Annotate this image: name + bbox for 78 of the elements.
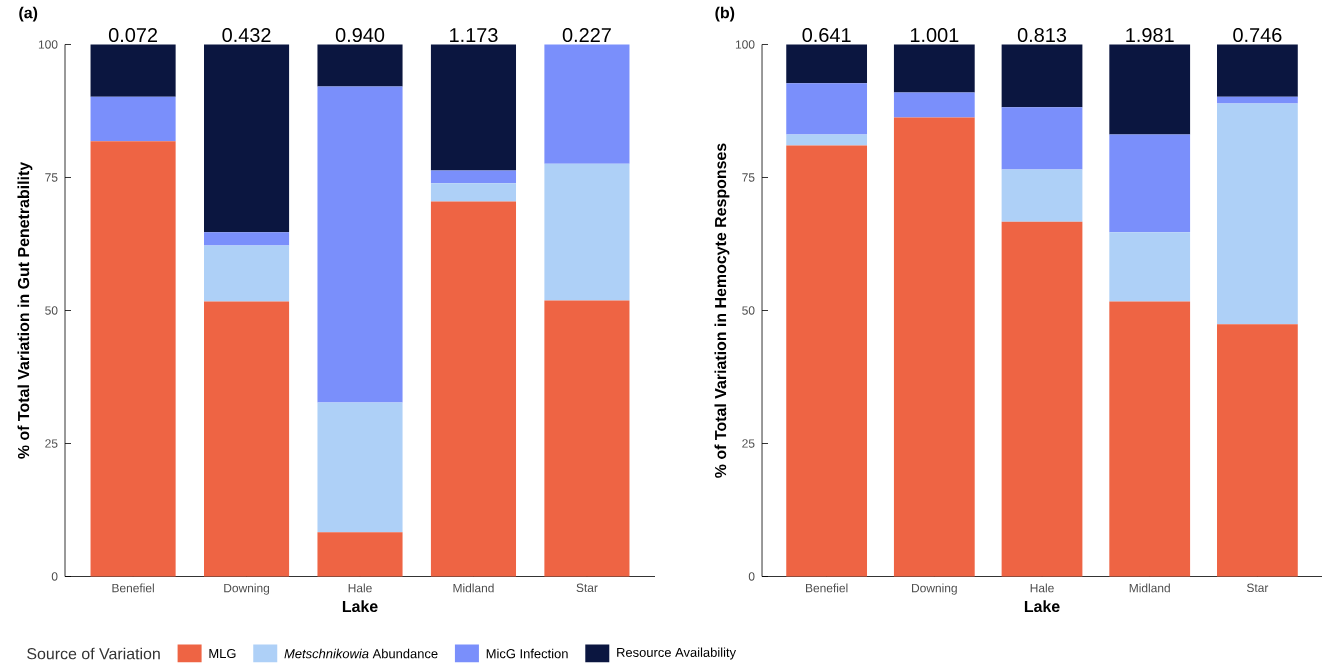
x-tick-label: Midland: [453, 583, 494, 593]
annotation: 1.001: [910, 28, 959, 43]
x-axis-title: Lake: [342, 600, 378, 613]
bar: [1001, 221, 1083, 577]
bar: [204, 232, 290, 246]
bar: [893, 92, 975, 118]
bar: [1001, 44, 1083, 108]
bar: [544, 163, 630, 301]
y-tick-label: 25: [742, 439, 755, 448]
legend-label: MLG: [209, 649, 236, 659]
bar: [204, 245, 290, 302]
bar: [317, 402, 403, 533]
bar: [430, 201, 517, 577]
bar: [786, 83, 868, 135]
bar: [90, 141, 176, 577]
y-axis-title: % of Total Variation in Gut Penetrability: [17, 162, 33, 459]
bar: [430, 44, 517, 171]
bar: [1217, 103, 1298, 325]
bar: [1109, 301, 1191, 577]
bar: [430, 170, 517, 184]
bar: [1217, 96, 1298, 104]
y-tick-label: 75: [45, 173, 58, 182]
bar: [544, 300, 630, 577]
bar: [430, 183, 517, 202]
x-tick-label: Hale: [348, 583, 372, 593]
bar: [317, 44, 403, 87]
y-tick-label: 100: [38, 40, 58, 49]
legend-label: Resource Availability: [617, 647, 737, 660]
legend-label: MicG Infection: [486, 649, 568, 659]
legend-label: Metschnikowia Abundance: [284, 649, 438, 659]
x-tick-label: Star: [576, 583, 598, 593]
chart-title: (a): [19, 6, 38, 22]
bar: [317, 532, 403, 577]
x-tick-label: Benefiel: [112, 583, 154, 593]
y-axis-title: % of Total Variation in Hemocyte Responses: [714, 143, 730, 479]
x-tick-label: Midland: [1129, 583, 1170, 593]
y-tick-label: 0: [748, 572, 755, 581]
annotation: 0.641: [802, 28, 851, 43]
x-tick-label: Benefiel: [806, 583, 848, 593]
bar: [786, 145, 868, 577]
y-tick-label: 50: [45, 306, 58, 315]
legend-title: Source of Variation: [27, 647, 160, 660]
x-axis-title: Lake: [1024, 600, 1060, 613]
bar: [1217, 44, 1298, 97]
annotation: 0.227: [562, 28, 611, 43]
y-tick-label: 100: [735, 40, 755, 49]
bar: [786, 134, 868, 146]
x-tick-label: Hale: [1030, 583, 1054, 593]
chart-title: (b): [715, 6, 735, 22]
y-tick-label: 25: [45, 439, 58, 448]
y-tick-label: 75: [742, 173, 755, 182]
annotation: 1.173: [450, 28, 498, 43]
bar: [1109, 134, 1191, 233]
bar: [1217, 324, 1298, 577]
bar: [1109, 232, 1191, 302]
bar: [204, 301, 290, 577]
annotation: 0.432: [222, 28, 271, 43]
annotation: 0.746: [1233, 28, 1282, 43]
x-tick-label: Downing: [224, 583, 270, 595]
bar: [893, 117, 975, 577]
bar: [786, 44, 868, 84]
y-tick-label: 50: [742, 306, 755, 315]
bar: [90, 96, 176, 142]
annotation: 0.072: [108, 28, 158, 43]
bar: [204, 44, 290, 233]
bar: [544, 44, 630, 164]
bar: [1109, 44, 1191, 135]
bar: [1001, 107, 1083, 170]
bar: [90, 44, 176, 97]
bar: [1001, 169, 1083, 222]
bar: [893, 44, 975, 93]
y-tick-label: 0: [51, 572, 58, 581]
x-tick-label: Downing: [912, 583, 957, 595]
x-tick-label: Star: [1246, 583, 1269, 593]
annotation: 0.940: [335, 28, 385, 43]
annotation: 0.813: [1017, 28, 1067, 43]
bar: [317, 86, 403, 403]
annotation: 1.981: [1126, 28, 1174, 43]
